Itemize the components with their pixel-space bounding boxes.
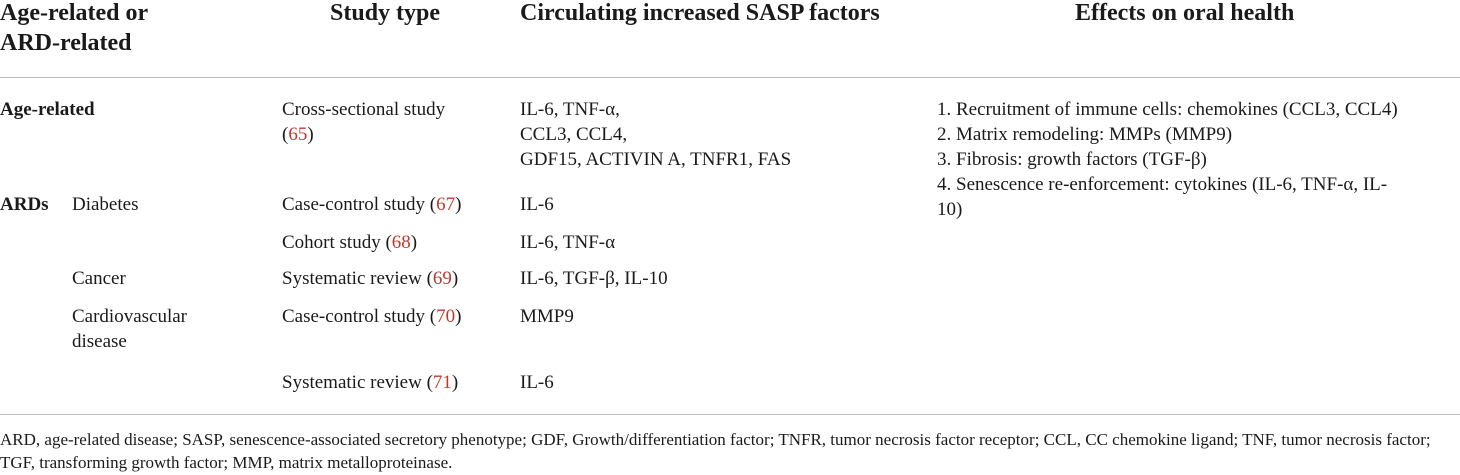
age-related-label: Age-related bbox=[0, 99, 95, 120]
disease-cancer: Cancer bbox=[72, 268, 126, 289]
age-related-study-line1: Cross-sectional study bbox=[282, 99, 446, 120]
study-type: Case-control study (70) bbox=[282, 306, 462, 327]
citation-71[interactable]: 71 bbox=[432, 372, 452, 393]
disease-diabetes: Diabetes bbox=[72, 194, 139, 215]
study-type: Systematic review (69) bbox=[282, 268, 459, 289]
disease-cardiovascular: Cardiovascular disease bbox=[72, 304, 187, 354]
age-related-study: Cross-sectional study (65) bbox=[282, 97, 445, 147]
header-sasp-factors: Circulating increased SASP factors bbox=[520, 0, 880, 26]
header-col1-line1: Age-related or bbox=[0, 0, 149, 26]
study-type: Cohort study (68) bbox=[282, 232, 418, 253]
disease-line1: Cardiovascular bbox=[72, 306, 188, 327]
factors-line: IL-6, TNF-α, bbox=[520, 99, 620, 120]
citation-70[interactable]: 70 bbox=[436, 306, 456, 327]
sasp-factors: IL-6, TNF-α bbox=[520, 232, 616, 253]
disease-line2: disease bbox=[72, 331, 127, 352]
study-type: Case-control study (67) bbox=[282, 194, 462, 215]
age-related-factors: IL-6, TNF-α, CCL3, CCL4, GDF15, ACTIVIN … bbox=[520, 97, 791, 172]
citation-67[interactable]: 67 bbox=[436, 194, 456, 215]
age-related-study-ref-line: (65) bbox=[282, 124, 314, 145]
sasp-factors: IL-6 bbox=[520, 194, 554, 215]
study-type: Systematic review (71) bbox=[282, 372, 459, 393]
effect-item: 2. Matrix remodeling: MMPs (MMP9) bbox=[937, 124, 1233, 145]
citation-65[interactable]: 65 bbox=[288, 124, 308, 145]
sasp-factors: MMP9 bbox=[520, 306, 574, 327]
effect-item: 1. Recruitment of immune cells: chemokin… bbox=[937, 99, 1398, 120]
header-study-type: Study type bbox=[330, 0, 441, 26]
sasp-factors: IL-6, TGF-β, IL-10 bbox=[520, 268, 668, 289]
citation-69[interactable]: 69 bbox=[432, 268, 452, 289]
ards-label: ARDs bbox=[0, 194, 49, 215]
effect-item: 10) bbox=[937, 199, 963, 220]
header-age-or-ard: Age-related or ARD-related bbox=[0, 0, 148, 58]
effect-item: 3. Fibrosis: growth factors (TGF-β) bbox=[937, 149, 1207, 170]
effect-item: 4. Senescence re-enforcement: cytokines … bbox=[937, 174, 1388, 195]
citation-68[interactable]: 68 bbox=[391, 232, 411, 253]
header-effects: Effects on oral health bbox=[1075, 0, 1295, 26]
table-footnote: ARD, age-related disease; SASP, senescen… bbox=[0, 430, 1431, 472]
factors-line: GDF15, ACTIVIN A, TNFR1, FAS bbox=[520, 149, 792, 170]
factors-line: CCL3, CCL4, bbox=[520, 124, 628, 145]
sasp-factors: IL-6 bbox=[520, 372, 554, 393]
header-rule bbox=[0, 77, 1460, 78]
oral-health-effects: 1. Recruitment of immune cells: chemokin… bbox=[937, 97, 1398, 222]
table-bottom-rule bbox=[0, 414, 1460, 415]
header-col1-line2: ARD-related bbox=[0, 30, 132, 56]
